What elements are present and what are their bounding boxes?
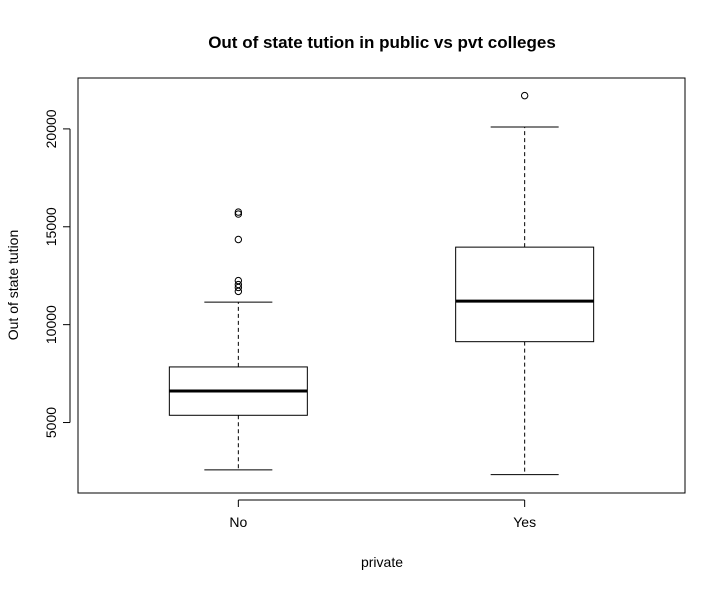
iqr-box [455,246,595,343]
y-tick-label: 10000 [43,305,59,344]
x-tick-label: Yes [513,514,536,530]
outlier-point [234,208,243,216]
chart-title: Out of state tution in public vs pvt col… [208,33,556,52]
y-tick-label: 5000 [43,407,59,438]
outlier-point [234,276,243,285]
y-axis-label: Out of state tution [5,230,21,341]
chart-marks: 5000 10000 15000 20000 No Yes [43,91,595,530]
outlier-point [234,280,243,289]
y-tick-label: 20000 [43,109,59,148]
y-tick-label: 15000 [43,207,59,246]
outlier-point [234,210,243,218]
x-tick-label: No [229,514,247,530]
plot-frame [77,77,686,494]
x-axis-label: private [361,554,403,570]
outlier-point [234,235,243,244]
outlier-point [520,91,529,100]
